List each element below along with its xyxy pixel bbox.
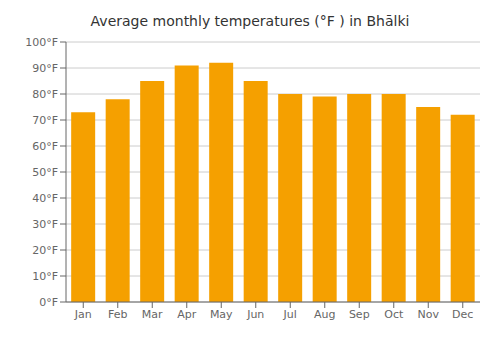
svg-text:May: May xyxy=(210,308,233,321)
svg-text:0°F: 0°F xyxy=(39,296,58,309)
svg-text:90°F: 90°F xyxy=(32,62,58,75)
svg-text:Nov: Nov xyxy=(418,308,440,321)
svg-text:100°F: 100°F xyxy=(25,36,58,49)
html-text:Average monthly temperatures (: Average monthly temperatures (°F ) in Bh… xyxy=(90,13,410,29)
svg-text:30°F: 30°F xyxy=(32,218,58,231)
svg-text:Jun: Jun xyxy=(246,308,264,321)
svg-text:Jul: Jul xyxy=(283,308,297,321)
svg-text:Feb: Feb xyxy=(108,308,127,321)
svg-text:Dec: Dec xyxy=(452,308,473,321)
svg-text:60°F: 60°F xyxy=(32,140,58,153)
svg-text:50°F: 50°F xyxy=(32,166,58,179)
svg-text:10°F: 10°F xyxy=(32,270,58,283)
svg-text:Aug: Aug xyxy=(314,308,335,321)
svg-text:Jan: Jan xyxy=(74,308,92,321)
svg-text:Oct: Oct xyxy=(384,308,404,321)
svg-text:20°F: 20°F xyxy=(32,244,58,257)
svg-text:Mar: Mar xyxy=(142,308,163,321)
svg-text:40°F: 40°F xyxy=(32,192,58,205)
svg-text:Apr: Apr xyxy=(177,308,197,321)
svg-text:80°F: 80°F xyxy=(32,88,58,101)
svg-text:70°F: 70°F xyxy=(32,114,58,127)
svg-text:Sep: Sep xyxy=(349,308,370,321)
